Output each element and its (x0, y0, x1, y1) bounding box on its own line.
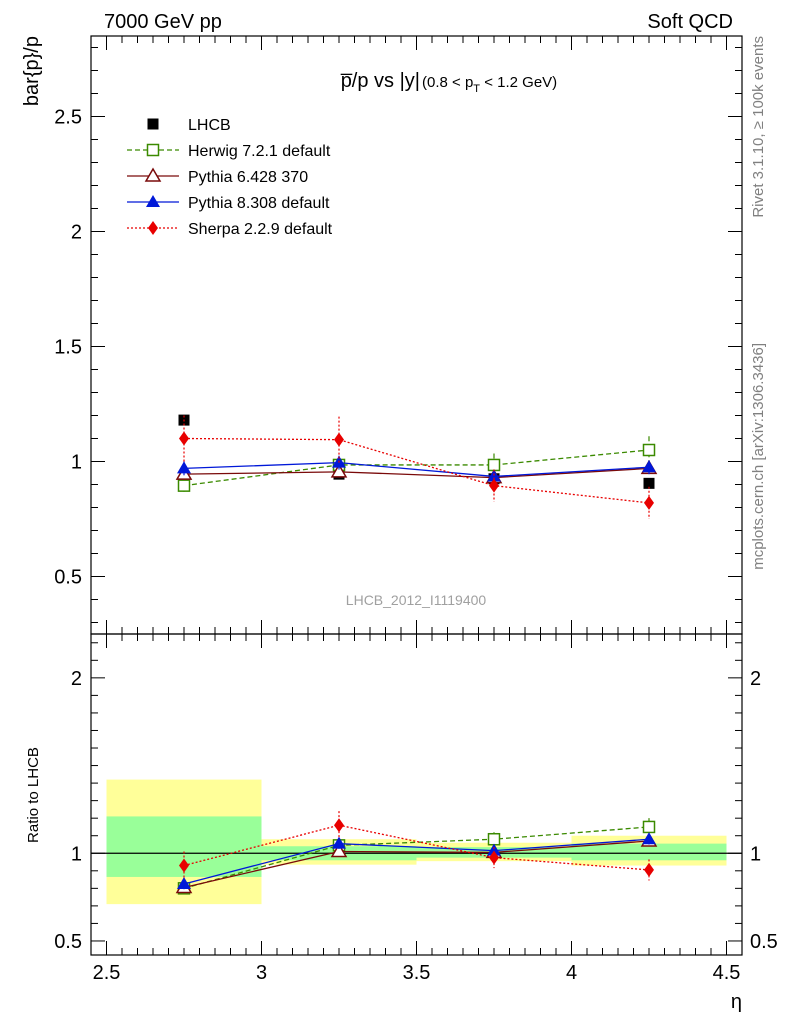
main-ylabel: bar{p}/p (21, 36, 43, 106)
legend-marker-lhcb (147, 118, 159, 130)
ratio-line-sherpa-2-2-9-default (183, 824, 650, 871)
legend-label-sherpa-2-2-9-default: Sherpa 2.2.9 default (188, 221, 333, 238)
ratio-line-pythia-6-428-370 (183, 840, 650, 889)
ratio-point-pythia-6-428-370 (330, 843, 348, 858)
mcplots-label: mcplots.cern.ch [arXiv:1306.3436] (750, 343, 767, 570)
main-title: p̅/p vs |y| (341, 70, 420, 92)
analysis-watermark: LHCB_2012_I1119400 (346, 592, 487, 608)
ratio-y-tick-label-right: 2 (750, 668, 761, 690)
main-line-sherpa-2-2-9-default (183, 437, 650, 504)
ratio-point-pythia-8-308-default (332, 836, 346, 849)
main-point-pythia-8-308-default (177, 461, 191, 474)
main-y-tick-label: 1 (71, 452, 82, 474)
main-point-herwig-7-2-1-default (177, 479, 191, 492)
ratio-point-herwig-7-2-1-default (487, 832, 501, 846)
ratio-point-sherpa-2-2-9-default (489, 850, 499, 865)
legend-label-herwig-7-2-1-default: Herwig 7.2.1 default (188, 143, 331, 160)
legend: LHCB Herwig 7.2.1 default Pythia 6.428 370… (127, 117, 333, 238)
legend-marker-sherpa-2-2-9-default (148, 221, 158, 235)
ratio-y-tick-label-left: 1 (71, 843, 82, 865)
ratio-point-pythia-8-308-default (642, 832, 656, 845)
x-tick-label: 2.5 (93, 962, 121, 984)
x-tick-label: 3 (256, 962, 267, 984)
main-title-text: p̅/p vs |y| (341, 70, 420, 92)
chart-marks: 2.5 3 3.5 4 4.5 0.5 1 1.5 2 2.5 0.5 0.5 1 1 2 2 LHCB Herw… (54, 35, 778, 984)
main-y-tick-label: 0.5 (54, 567, 82, 589)
header-right: Soft QCD (647, 11, 733, 33)
ratio-y-tick-label-left: 2 (71, 668, 82, 690)
main-point-lhcb (643, 477, 655, 489)
x-tick-label: 3.5 (403, 962, 431, 984)
rivet-label: Rivet 3.1.10, ≥ 100k events (750, 36, 767, 218)
ratio-point-pythia-8-308-default (487, 843, 501, 856)
main-point-pythia-8-308-default (642, 460, 656, 473)
main-line-pythia-6-428-370 (183, 467, 650, 479)
main-title-end: < 1.2 GeV) (480, 74, 557, 91)
main-point-herwig-7-2-1-default (642, 443, 656, 457)
ratio-point-herwig-7-2-1-default (642, 820, 656, 834)
ratio-point-pythia-8-308-default (177, 876, 191, 889)
ratio-y-tick-label-right: 1 (750, 843, 761, 865)
ratio-y-tick-label-right: 0.5 (750, 931, 778, 953)
ratio-point-sherpa-2-2-9-default (644, 862, 654, 877)
main-title-range: (0.8 < pT < 1.2 GeV) (422, 74, 557, 95)
x-tick-label: 4.5 (713, 962, 741, 984)
legend-marker-herwig-7-2-1-default (146, 143, 160, 157)
main-line-pythia-8-308-default (183, 461, 650, 478)
main-point-sherpa-2-2-9-default (489, 478, 499, 493)
legend-label-pythia-6-428-370: Pythia 6.428 370 (188, 169, 308, 186)
legend-marker-pythia-8-308-default (146, 195, 160, 207)
main-point-pythia-6-428-370 (330, 463, 348, 478)
header-left: 7000 GeV pp (104, 11, 222, 33)
main-y-tick-label: 2.5 (54, 107, 82, 129)
main-point-herwig-7-2-1-default (487, 458, 501, 472)
main-line-herwig-7-2-1-default (183, 449, 650, 487)
main-title-suffix: (0.8 < p (422, 74, 473, 91)
legend-label-lhcb: LHCB (188, 117, 231, 134)
ratio-xlabel: η (731, 991, 742, 1013)
main-point-sherpa-2-2-9-default (179, 431, 189, 446)
main-title-sub: T (473, 83, 480, 95)
ratio-y-tick-label-left: 0.5 (54, 931, 82, 953)
ratio-band-green-3 (571, 843, 727, 861)
main-point-sherpa-2-2-9-default (644, 495, 654, 510)
ratio-line-herwig-7-2-1-default (183, 826, 650, 889)
ratio-point-sherpa-2-2-9-default (334, 818, 344, 833)
legend-label-pythia-8-308-default: Pythia 8.308 default (188, 195, 330, 212)
main-point-sherpa-2-2-9-default (334, 432, 344, 447)
main-y-tick-label: 2 (71, 222, 82, 244)
legend-marker-pythia-6-428-370 (144, 167, 162, 182)
x-tick-label: 4 (566, 962, 577, 984)
ratio-point-sherpa-2-2-9-default (179, 858, 189, 873)
main-y-tick-label: 1.5 (54, 337, 82, 359)
ratio-line-pythia-8-308-default (183, 838, 650, 885)
ratio-ylabel: Ratio to LHCB (25, 747, 42, 843)
